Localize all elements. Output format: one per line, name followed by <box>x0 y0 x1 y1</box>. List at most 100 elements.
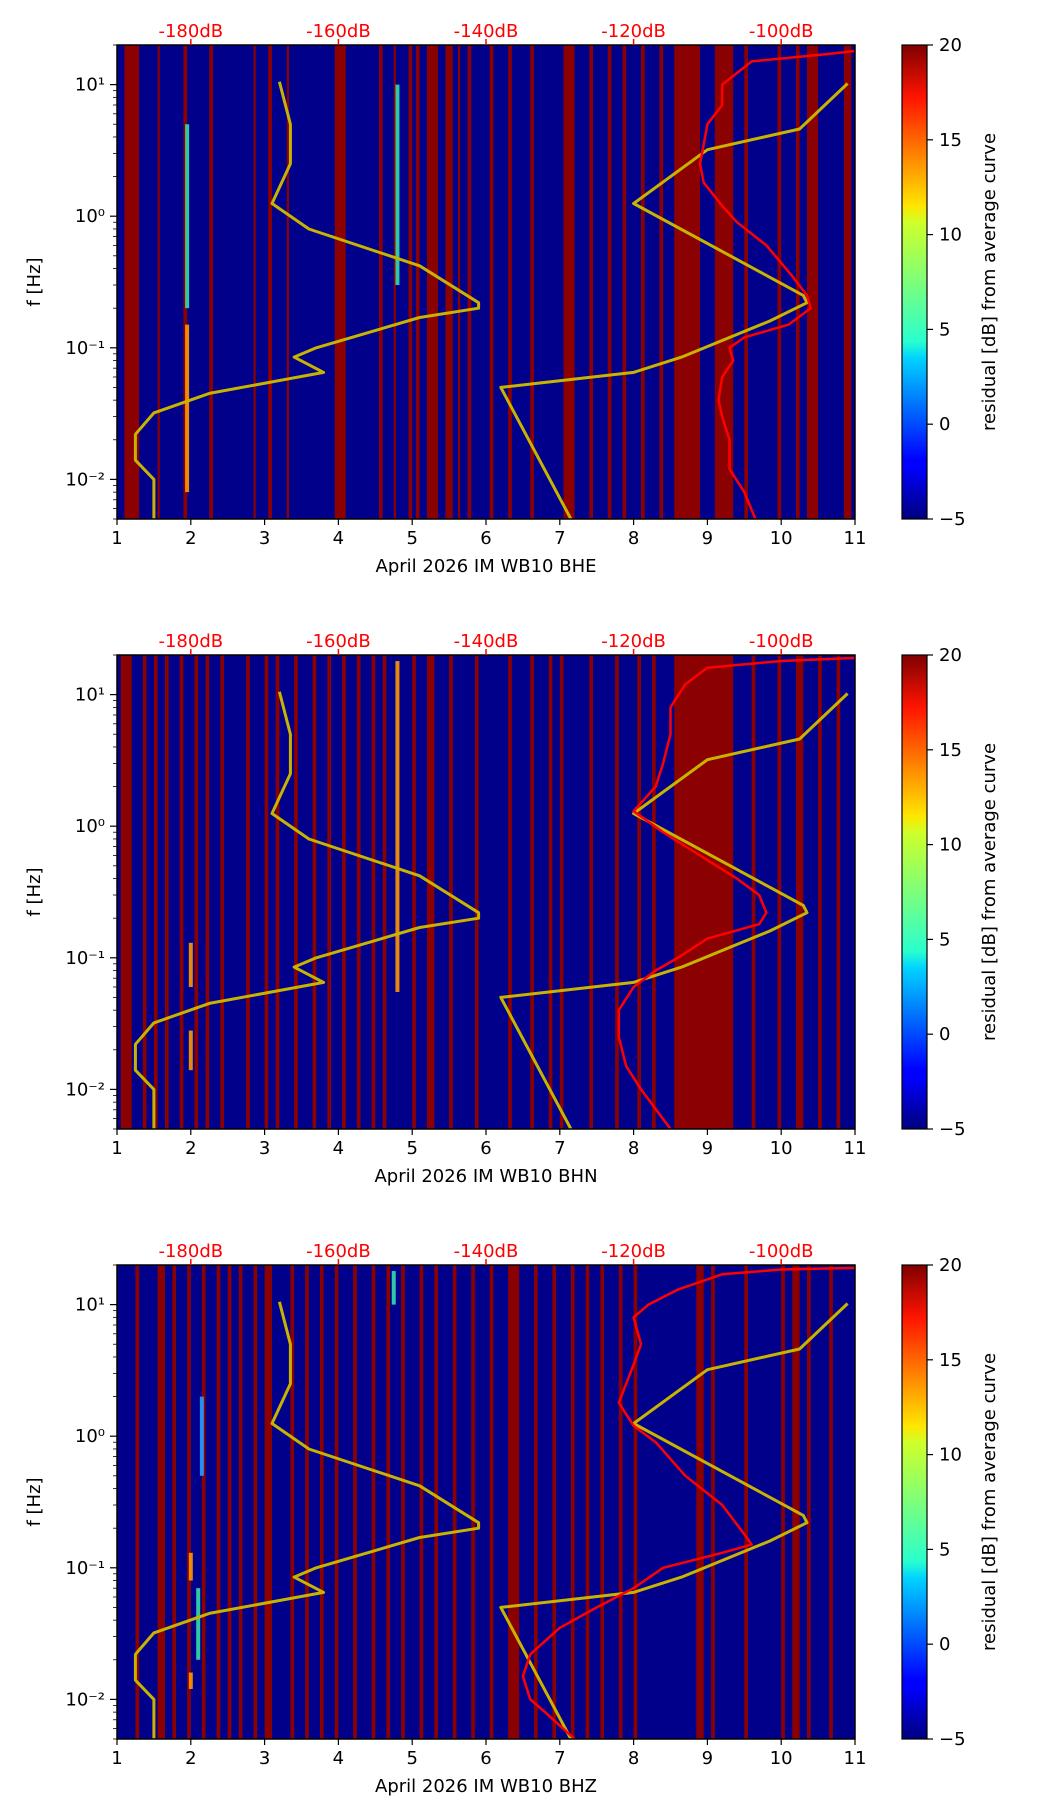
residual-band <box>807 45 819 519</box>
y-tick-label: 10⁻¹ <box>65 1558 105 1579</box>
residual-band <box>652 655 656 1129</box>
db-axis-label: -160dB <box>306 21 371 42</box>
residual-streak <box>185 324 190 493</box>
colorbar-tick-label: 15 <box>939 740 962 761</box>
residual-streak <box>395 661 400 992</box>
residual-band <box>238 1265 243 1739</box>
x-tick-label: 11 <box>844 528 867 549</box>
residual-band <box>216 1265 221 1739</box>
residual-band <box>268 45 272 519</box>
residual-band <box>275 655 280 1129</box>
db-axis-label: -120dB <box>601 21 666 42</box>
residual-band <box>467 45 472 519</box>
residual-band <box>508 45 512 519</box>
residual-band <box>393 45 396 519</box>
y-tick-label: 10⁻² <box>65 1689 105 1710</box>
plot-area <box>117 45 855 519</box>
y-tick-label: 10¹ <box>75 75 105 96</box>
colorbar-tick-label: 15 <box>939 130 962 151</box>
low-noise-model-line <box>133 691 481 1129</box>
x-tick-label: 8 <box>628 1748 639 1769</box>
residual-band <box>294 655 298 1129</box>
residual-band <box>434 1265 439 1739</box>
db-axis-label: -180dB <box>158 1241 223 1262</box>
residual-band <box>530 45 534 519</box>
residual-streak <box>196 1588 201 1660</box>
residual-band <box>843 45 852 519</box>
residual-band <box>508 655 512 1129</box>
residual-band <box>615 655 619 1129</box>
x-tick-label: 5 <box>406 1748 417 1769</box>
colorbar-label: residual [dB] from average curve <box>979 1353 1000 1651</box>
median-psd-line <box>617 656 855 1129</box>
x-tick-label: 8 <box>628 528 639 549</box>
residual-band <box>711 1265 715 1739</box>
residual-band <box>640 45 645 519</box>
db-axis-label: -120dB <box>601 1241 666 1262</box>
y-axis-label: f [Hz] <box>24 1477 45 1526</box>
median-psd-line <box>698 49 855 519</box>
x-tick-label: 8 <box>628 1138 639 1159</box>
residual-band <box>489 45 494 519</box>
residual-band <box>585 1265 590 1739</box>
residual-band <box>807 1265 811 1739</box>
residual-band <box>220 655 225 1129</box>
colorbar-label: residual [dB] from average curve <box>979 743 1000 1041</box>
residual-band <box>457 45 461 519</box>
residual-streak <box>188 1672 193 1689</box>
colorbar-tick-label: 20 <box>939 35 962 56</box>
heatmap-background <box>117 655 855 1129</box>
colorbar-tick-label: −5 <box>939 1729 966 1750</box>
x-tick-label: 5 <box>406 1138 417 1159</box>
residual-band <box>135 1265 140 1739</box>
y-tick-label: 10¹ <box>75 1295 105 1316</box>
residual-streak <box>395 84 400 286</box>
colorbar-tick-label: −5 <box>939 509 966 530</box>
x-tick-label: 2 <box>185 1748 196 1769</box>
residual-band <box>600 1265 605 1739</box>
db-axis-label: -180dB <box>158 631 223 652</box>
residual-band <box>552 1265 557 1739</box>
colorbar-tick-label: 5 <box>939 319 950 340</box>
x-tick-label: 4 <box>333 528 344 549</box>
high-noise-model-line <box>499 1302 849 1739</box>
residual-band <box>386 1265 391 1739</box>
db-axis-label: -180dB <box>158 21 223 42</box>
residual-band <box>227 1265 232 1739</box>
residual-band <box>489 1265 494 1739</box>
x-tick-label: 7 <box>554 1138 565 1159</box>
db-axis-label: -140dB <box>454 21 519 42</box>
y-axis-label: f [Hz] <box>24 867 45 916</box>
residual-band <box>607 45 612 519</box>
colorbar-tick-label: 10 <box>939 1445 962 1466</box>
residual-band <box>674 655 734 1129</box>
residual-band <box>589 655 594 1129</box>
residual-band <box>253 1265 258 1739</box>
residual-band <box>253 45 256 519</box>
y-tick-label: 10⁰ <box>75 1426 105 1447</box>
residual-band <box>792 1265 800 1739</box>
residual-band <box>563 45 575 519</box>
residual-streak <box>185 124 190 309</box>
x-axis-label: April 2026 IM WB10 BHN <box>374 1166 597 1187</box>
x-tick-label: 10 <box>770 528 793 549</box>
x-tick-label: 6 <box>480 528 491 549</box>
residual-band <box>559 655 564 1129</box>
residual-band <box>194 655 199 1129</box>
x-tick-label: 5 <box>406 528 417 549</box>
low-noise-model-line <box>133 81 481 519</box>
db-axis-label: -120dB <box>601 631 666 652</box>
residual-band <box>637 655 641 1129</box>
residual-band <box>426 45 439 519</box>
db-axis-label: -100dB <box>749 631 814 652</box>
x-tick-label: 4 <box>333 1138 344 1159</box>
x-tick-label: 2 <box>185 1138 196 1159</box>
residual-band <box>334 1265 339 1739</box>
y-tick-label: 10⁻² <box>65 1079 105 1100</box>
residual-band <box>120 655 132 1129</box>
x-tick-label: 9 <box>702 1138 713 1159</box>
high-noise-model-line <box>499 692 849 1129</box>
residual-band <box>829 1265 833 1739</box>
colorbar-tick-label: 0 <box>939 1634 950 1655</box>
y-tick-label: 10⁻¹ <box>65 948 105 969</box>
